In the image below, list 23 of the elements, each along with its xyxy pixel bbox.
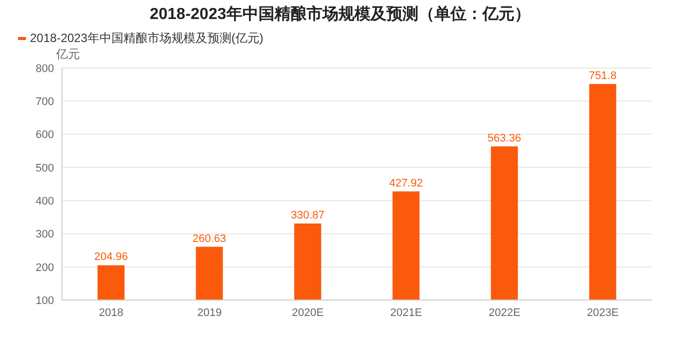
x-tick-label: 2023E	[586, 306, 619, 319]
legend-label: 2018-2023年中国精酿市场规模及预测(亿元)	[29, 30, 264, 47]
x-tick-label: 2022E	[488, 306, 520, 319]
data-label: 204.96	[94, 251, 128, 264]
x-tick-label: 2018	[98, 306, 124, 319]
data-label: 751.8	[588, 70, 616, 82]
y-axis-title: 亿元	[56, 46, 80, 63]
data-label: 260.63	[192, 232, 226, 245]
x-tick-label: 2021E	[390, 306, 422, 319]
data-label: 330.87	[290, 209, 325, 222]
y-tick-label: 200	[36, 262, 54, 274]
data-label: 427.92	[389, 177, 423, 190]
chart-title: 2018-2023年中国精酿市场规模及预测（单位：亿元）	[148, 4, 532, 25]
y-tick-label: 600	[36, 129, 54, 142]
y-tick-label: 400	[36, 195, 54, 208]
y-tick-label: 800	[36, 62, 54, 75]
x-tick-label: 2019	[197, 306, 222, 319]
data-label: 563.36	[488, 132, 522, 144]
y-tick-label: 500	[36, 162, 54, 174]
y-tick-label: 100	[36, 294, 54, 307]
y-tick-label: 700	[36, 96, 54, 108]
x-tick-label: 2020E	[292, 306, 324, 319]
y-tick-label: 300	[36, 228, 54, 241]
